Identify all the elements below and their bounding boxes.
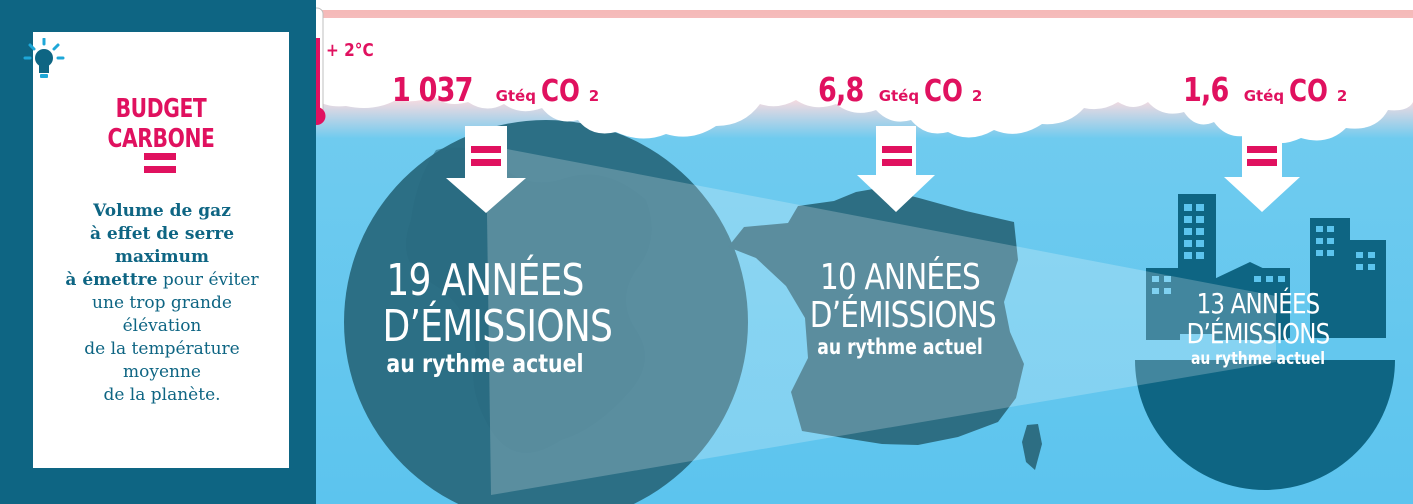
definition-line-5: de la planète. (103, 385, 221, 405)
amount-gas: CO (924, 74, 964, 109)
amount-subscript: 2 (1336, 87, 1348, 105)
corsica-icon (1022, 424, 1042, 470)
amount-gas: CO (1289, 74, 1329, 109)
definition-text-after-bold: pour éviter (157, 270, 259, 290)
amount-gas: CO (541, 74, 581, 109)
amount-subscript: 2 (971, 87, 983, 105)
temperature-label: + 2°C (326, 40, 374, 61)
years-count: 10 ANNÉES (820, 257, 981, 298)
definition-line-1: une trop grande (92, 293, 232, 313)
definition-bold-2: à effet de serre (89, 224, 235, 244)
years-rhythm: au rythme actuel (817, 335, 983, 359)
years-emissions: D’ÉMISSIONS (809, 295, 997, 336)
budget-title: BUDGET CARBONE (107, 94, 215, 154)
definition-bold-4: à émettre (65, 270, 158, 290)
amount-value: 1 037 (392, 70, 473, 109)
lightbulb-icon (23, 38, 65, 78)
equals-icon (471, 146, 501, 168)
equals-icon (144, 153, 176, 173)
amount-value: 6,8 (818, 70, 864, 109)
definition-card: BUDGET CARBONE Volume de gaz à effet de … (23, 32, 289, 468)
projection-beam (486, 145, 1276, 495)
years-world: 19 ANNÉES D’ÉMISSIONS au rythme actuel (360, 255, 613, 378)
years-emissions: D’ÉMISSIONS (1186, 317, 1331, 350)
definition-bold-3: maximum (115, 247, 209, 267)
years-count: 13 ANNÉES (1196, 287, 1321, 320)
years-count: 19 ANNÉES (386, 255, 584, 306)
amount-city: 1,6 Gtéq CO 2 (1183, 70, 1347, 109)
years-rhythm: au rythme actuel (1190, 349, 1326, 369)
cloud-band (316, 18, 1413, 144)
years-rhythm: au rythme actuel (386, 349, 584, 378)
amount-unit: Gtéq (1238, 87, 1290, 105)
years-emissions: D’ÉMISSIONS (382, 301, 613, 352)
definition-bold-1: Volume de gaz (93, 201, 231, 221)
amount-france: 6,8 Gtéq CO 2 (818, 70, 982, 109)
thermometer-icon (316, 7, 326, 125)
amount-world: 1 037 Gtéq CO 2 (392, 70, 599, 109)
equals-icon (882, 146, 912, 168)
equals-icon (1247, 146, 1277, 168)
scene-illustration (316, 0, 1413, 504)
city-icon (1135, 194, 1395, 490)
definition-line-3: de la température (84, 339, 240, 359)
definition-text: Volume de gaz à effet de serre maximum à… (43, 200, 281, 407)
arrow-down-icon (446, 126, 1300, 213)
amount-unit: Gtéq (873, 87, 925, 105)
years-france: 10 ANNÉES D’ÉMISSIONS au rythme actuel (790, 257, 1010, 360)
definition-line-2: élévation (122, 316, 202, 336)
definition-line-4: moyenne (123, 362, 201, 382)
france-map-icon (728, 188, 1024, 445)
years-city: 13 ANNÉES D’ÉMISSIONS au rythme actuel (1158, 287, 1358, 370)
amount-unit: Gtéq (490, 87, 542, 105)
definition-panel: BUDGET CARBONE Volume de gaz à effet de … (0, 0, 316, 504)
globe-icon (344, 120, 748, 504)
amount-value: 1,6 (1183, 70, 1229, 109)
amount-subscript: 2 (588, 87, 600, 105)
